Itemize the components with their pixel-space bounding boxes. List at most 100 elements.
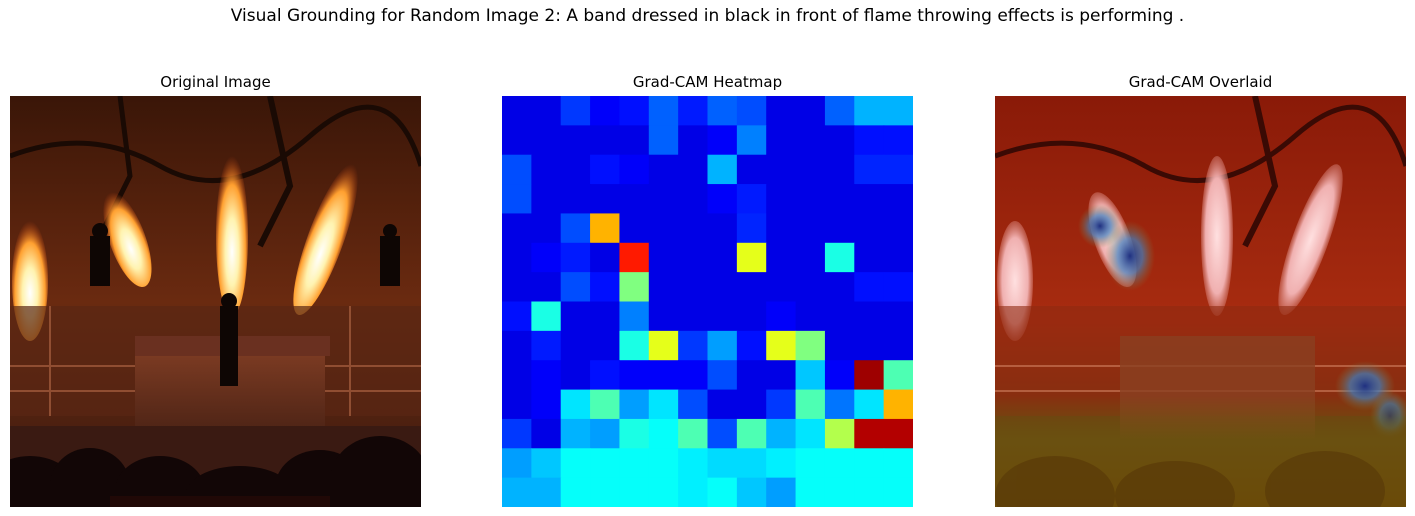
heatmap-cell [678,272,709,303]
heatmap-cell [502,330,532,361]
heatmap-cell [736,213,767,244]
heatmap-cell [854,272,885,303]
heatmap-cell [707,272,738,303]
heatmap-cell [560,418,591,449]
heatmap-cell [707,184,738,215]
heatmap-cell [824,301,855,332]
heatmap-cell [854,154,885,185]
heatmap-cell [707,330,738,361]
heatmap-cell [531,418,562,449]
heatmap-cell [824,184,855,215]
heatmap-cell [619,272,650,303]
heatmap-cell [883,154,913,185]
heatmap-cell [502,360,532,391]
heatmap-cell [736,125,767,156]
heatmap-cell [648,154,679,185]
heatmap-cell [678,184,709,215]
heatmap-cell [795,242,826,273]
heatmap-cell [824,330,855,361]
heatmap-cell [560,272,591,303]
heatmap-cell [854,213,885,244]
heatmap-cell [531,272,562,303]
heatmap-cell [707,477,738,507]
heatmap-cell [590,418,621,449]
heatmap-cell [854,360,885,391]
heatmap-cell [678,448,709,479]
heatmap-cell [883,389,913,420]
heatmap-cell [795,213,826,244]
heatmap-cell [795,125,826,156]
heatmap-cell [648,213,679,244]
heatmap-cell [560,448,591,479]
heatmap-cell [707,448,738,479]
heatmap-cell [590,330,621,361]
heatmap-cell [560,477,591,507]
heatmap-cell [736,242,767,273]
concert-photo [10,96,421,507]
heatmap-cell [560,154,591,185]
heatmap-cell [883,96,913,126]
heatmap-cell [560,125,591,156]
heatmap-grid [502,96,913,507]
heatmap-cell [707,154,738,185]
heatmap-cell [648,96,679,126]
heatmap-cell [795,96,826,126]
heatmap-cell [795,360,826,391]
heatmap-cell [560,242,591,273]
heatmap-cell [795,389,826,420]
heatmap-cell [854,301,885,332]
heatmap-cell [502,272,532,303]
heatmap-cell [560,213,591,244]
heatmap-cell [824,213,855,244]
heatmap-cell [795,184,826,215]
heatmap-cell [736,448,767,479]
heatmap-cell [560,96,591,126]
heatmap-cell [736,272,767,303]
heatmap-cell [590,213,621,244]
heatmap-cell [736,418,767,449]
heatmap-cell [854,96,885,126]
heatmap-cell [795,477,826,507]
heatmap-cell [648,125,679,156]
heatmap-cell [707,389,738,420]
heatmap-cell [502,389,532,420]
heatmap-cell [854,242,885,273]
heatmap-cell [736,330,767,361]
heatmap-cell [531,301,562,332]
flame-4 [293,164,358,316]
heatmap-cell [707,96,738,126]
heatmap-cell [824,125,855,156]
heatmap-cell [766,418,797,449]
heatmap-cell [795,330,826,361]
heatmap-cell [502,301,532,332]
heatmap-cell [678,330,709,361]
heatmap-cell [883,448,913,479]
flame-3 [216,156,248,316]
heatmap-cell [502,448,532,479]
heatmap-cell [560,301,591,332]
heatmap-cell [678,242,709,273]
original-image-title: Original Image [160,73,271,91]
heatmap-cell [883,301,913,332]
heatmap-cell [619,125,650,156]
heatmap-cell [648,242,679,273]
heatmap-cell [736,360,767,391]
heatmap-cell [678,360,709,391]
heatmap-cell [766,301,797,332]
heatmap-cell [854,330,885,361]
heatmap-cell [736,154,767,185]
heatmap-cell [854,389,885,420]
heatmap-cell [502,96,532,126]
gradcam-overlay [995,96,1406,507]
heatmap-cell [795,418,826,449]
heatmap-title: Grad-CAM Heatmap [632,73,783,91]
heatmap-cell [678,301,709,332]
heatmap-cell [883,330,913,361]
heatmap-cell [619,330,650,361]
heatmap-cell [707,242,738,273]
heatmap-cell [824,154,855,185]
heatmap-cell [648,389,679,420]
heatmap-cell [502,154,532,185]
heatmap-cell [502,184,532,215]
heatmap-cell [531,184,562,215]
